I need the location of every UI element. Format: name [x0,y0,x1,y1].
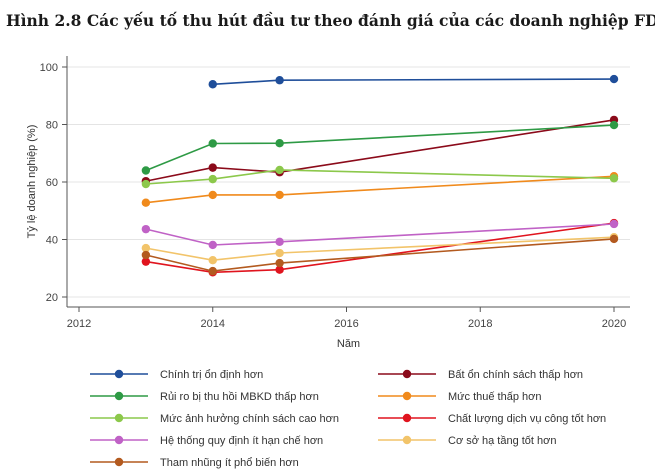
y-tick-label: 40 [46,235,58,247]
legend-marker [114,435,124,445]
chart-title: Hình 2.8 Các yếu tố thu hút đầu tư theo … [6,11,655,30]
data-point [609,120,619,130]
data-point [141,179,151,189]
legend-label: Mức thuế thấp hơn [448,391,541,403]
data-point [141,224,151,234]
series-line [145,236,615,262]
legend-marker [114,369,124,379]
data-point [208,174,217,184]
legend-marker [114,413,124,423]
data-point [609,219,619,229]
y-tick-label: 80 [46,120,58,132]
data-point [208,266,217,276]
data-point [275,258,284,268]
data-point [208,80,217,89]
series-line [145,175,615,204]
x-tick-label: 2018 [468,318,492,330]
y-tick-label: 20 [46,292,58,304]
series-line [145,119,615,182]
y-tick-label: 100 [40,62,58,74]
data-point [208,163,217,172]
data-point [275,237,284,246]
data-point [141,257,151,266]
data-point [141,250,151,260]
x-tick-label: 2012 [67,318,91,330]
data-point [208,139,217,148]
data-point [275,165,284,175]
data-point [275,190,284,200]
legend-marker [402,391,412,401]
legend-label: Rủi ro bị thu hồi MBKD thấp hơn [160,391,319,403]
series-line [145,124,615,172]
legend-marker [402,435,412,445]
legend-marker [402,413,412,423]
y-axis-label: Tỷ lệ doanh nghiệp (%) [26,125,38,239]
series-line [145,238,615,272]
data-point [208,256,217,265]
legend-marker [402,369,412,379]
series-line [145,223,615,246]
data-point [141,166,151,175]
legend-label: Chính trị ổn định hơn [160,369,263,381]
data-point [208,240,217,250]
series-line [145,169,615,185]
legend-label: Tham nhũng ít phổ biến hơn [160,457,299,469]
legend-label: Cơ sở hạ tầng tốt hơn [448,435,556,447]
data-point [275,248,284,258]
legend-label: Hệ thống quy định ít hạn chế hơn [160,435,323,447]
data-point [609,74,619,84]
data-point [141,198,151,207]
x-tick-label: 2016 [334,318,358,330]
data-point [208,190,217,200]
data-point [609,234,619,244]
legend-label: Chất lượng dịch vụ công tốt hơn [448,413,606,425]
data-point [275,76,284,85]
data-point [141,243,151,253]
legend-marker [114,457,124,467]
data-point [275,265,284,274]
x-tick-label: 2020 [602,318,626,330]
legend-marker [114,391,124,401]
legend-label: Bất ổn chính sách thấp hơn [448,369,583,381]
data-point [609,174,619,183]
x-axis-label: Năm [337,338,360,350]
series-line [145,222,615,274]
data-point [275,138,284,148]
y-tick-label: 60 [46,177,58,189]
legend-label: Mức ảnh hưởng chính sách cao hơn [160,413,339,425]
x-tick-label: 2014 [201,318,225,330]
